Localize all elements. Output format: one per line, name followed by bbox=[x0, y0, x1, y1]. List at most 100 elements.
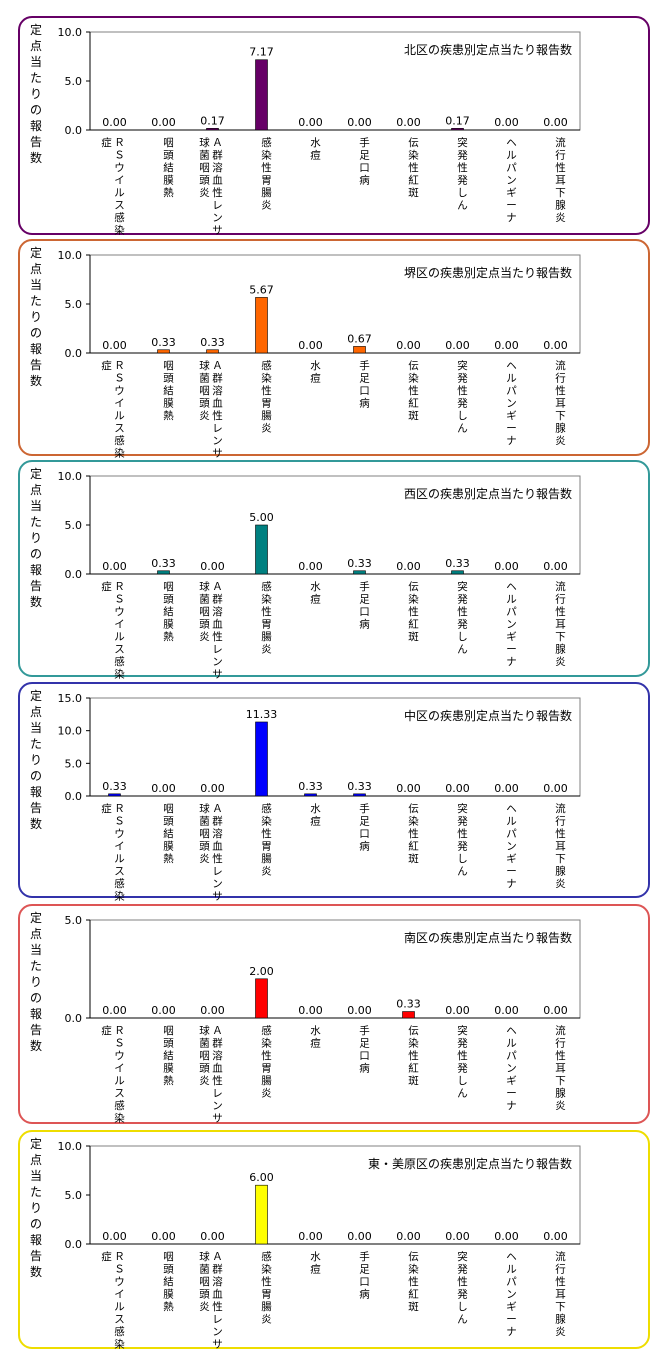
svg-text:頭: 頭 bbox=[163, 1264, 174, 1276]
svg-text:発: 発 bbox=[457, 1263, 468, 1276]
data-label: 0.00 bbox=[494, 116, 519, 129]
svg-text:紅: 紅 bbox=[408, 619, 419, 631]
svg-text:炎: 炎 bbox=[555, 1326, 566, 1338]
svg-text:染: 染 bbox=[408, 815, 419, 828]
svg-text:手: 手 bbox=[359, 1250, 370, 1263]
svg-text:性: 性 bbox=[212, 630, 223, 643]
svg-text:膜: 膜 bbox=[163, 398, 174, 410]
svg-text:性: 性 bbox=[555, 384, 566, 397]
svg-text:水: 水 bbox=[310, 1251, 321, 1263]
svg-text:血: 血 bbox=[212, 397, 223, 410]
chart-panel-higashi-mihara: 定点当たりの報告数 0.0 5.0 10.0 東・美原区の疾患別定点当たり報告数 0.00… bbox=[18, 1130, 650, 1351]
svg-text:ナ: ナ bbox=[506, 1326, 517, 1338]
svg-text:下: 下 bbox=[555, 187, 566, 199]
svg-text:咽: 咽 bbox=[199, 828, 210, 840]
svg-text:菌: 菌 bbox=[199, 1264, 210, 1276]
svg-text:紅: 紅 bbox=[408, 841, 419, 853]
plot-area bbox=[89, 697, 581, 797]
svg-text:水: 水 bbox=[310, 360, 321, 372]
svg-text:ル: ル bbox=[114, 631, 125, 643]
svg-text:サ: サ bbox=[212, 891, 223, 903]
svg-text:レ: レ bbox=[212, 200, 223, 212]
data-label: 0.00 bbox=[543, 1004, 568, 1017]
svg-text:腺: 腺 bbox=[555, 643, 566, 656]
svg-text:溶: 溶 bbox=[212, 384, 223, 397]
svg-text:ス: ス bbox=[114, 200, 125, 212]
svg-text:染: 染 bbox=[408, 593, 419, 606]
svg-text:球: 球 bbox=[199, 580, 210, 593]
svg-text:斑: 斑 bbox=[408, 409, 419, 422]
svg-text:痘: 痘 bbox=[310, 1037, 321, 1050]
svg-text:性: 性 bbox=[212, 852, 223, 865]
bar bbox=[402, 1011, 415, 1019]
x-category-label: 水痘 bbox=[310, 1025, 321, 1050]
svg-text:Ａ: Ａ bbox=[212, 137, 223, 149]
svg-text:球: 球 bbox=[199, 136, 210, 149]
svg-text:咽: 咽 bbox=[163, 1251, 174, 1263]
svg-text:ウ: ウ bbox=[114, 162, 125, 174]
y-tick-label: 5.0 bbox=[65, 519, 83, 532]
svg-text:菌: 菌 bbox=[199, 373, 210, 385]
svg-text:頭: 頭 bbox=[163, 150, 174, 162]
svg-text:伝: 伝 bbox=[408, 360, 419, 372]
data-label: 0.00 bbox=[543, 560, 568, 573]
svg-text:病: 病 bbox=[359, 618, 370, 631]
data-label: 5.67 bbox=[249, 283, 274, 296]
svg-text:菌: 菌 bbox=[199, 816, 210, 828]
svg-text:下: 下 bbox=[555, 853, 566, 865]
svg-text:流: 流 bbox=[555, 1250, 566, 1263]
svg-text:ン: ン bbox=[506, 1063, 517, 1075]
y-tick-label: 0.0 bbox=[65, 347, 83, 360]
bar bbox=[206, 349, 219, 354]
svg-text:菌: 菌 bbox=[199, 150, 210, 162]
svg-text:膜: 膜 bbox=[163, 1063, 174, 1075]
svg-text:ス: ス bbox=[114, 1314, 125, 1326]
svg-text:耳: 耳 bbox=[555, 1063, 566, 1075]
svg-text:ヘ: ヘ bbox=[506, 803, 517, 815]
svg-text:ン: ン bbox=[212, 1100, 223, 1112]
svg-text:球: 球 bbox=[199, 359, 210, 372]
svg-text:頭: 頭 bbox=[199, 619, 210, 631]
svg-text:性: 性 bbox=[457, 1049, 468, 1062]
svg-text:レ: レ bbox=[212, 644, 223, 656]
svg-text:流: 流 bbox=[555, 580, 566, 593]
bar-chart: 定点当たりの報告数 0.0 5.0 10.0 北区の疾患別定点当たり報告数 0.00 ＲＳウ… bbox=[30, 22, 581, 237]
svg-text:結: 結 bbox=[163, 827, 174, 840]
svg-text:性: 性 bbox=[212, 409, 223, 422]
svg-text:行: 行 bbox=[555, 1037, 566, 1050]
svg-text:発: 発 bbox=[457, 1062, 468, 1075]
chart-panel-naka: 定点当たりの報告数 0.0 5.0 10.0 15.0 中区の疾患別定点当たり報告数 0.3… bbox=[18, 682, 650, 903]
svg-text:性: 性 bbox=[555, 827, 566, 840]
svg-text:症: 症 bbox=[101, 580, 112, 593]
svg-text:咽: 咽 bbox=[199, 606, 210, 618]
svg-text:Ａ: Ａ bbox=[212, 360, 223, 372]
svg-text:ヘ: ヘ bbox=[506, 581, 517, 593]
y-axis-label: 定点当たりの報告数 bbox=[30, 910, 42, 1053]
svg-text:ナ: ナ bbox=[506, 878, 517, 890]
svg-text:性: 性 bbox=[408, 1049, 419, 1062]
plot-area bbox=[89, 1145, 581, 1245]
data-label: 0.00 bbox=[445, 782, 470, 795]
y-tick-label: 0.0 bbox=[65, 790, 83, 803]
svg-text:斑: 斑 bbox=[408, 630, 419, 643]
svg-text:紅: 紅 bbox=[408, 1289, 419, 1301]
svg-text:腺: 腺 bbox=[555, 422, 566, 435]
svg-text:性: 性 bbox=[212, 186, 223, 199]
chart-title: 堺区の疾患別定点当たり報告数 bbox=[404, 265, 572, 280]
svg-text:突: 突 bbox=[457, 359, 468, 372]
svg-text:性: 性 bbox=[408, 827, 419, 840]
svg-text:流: 流 bbox=[555, 359, 566, 372]
svg-text:染: 染 bbox=[408, 1037, 419, 1050]
